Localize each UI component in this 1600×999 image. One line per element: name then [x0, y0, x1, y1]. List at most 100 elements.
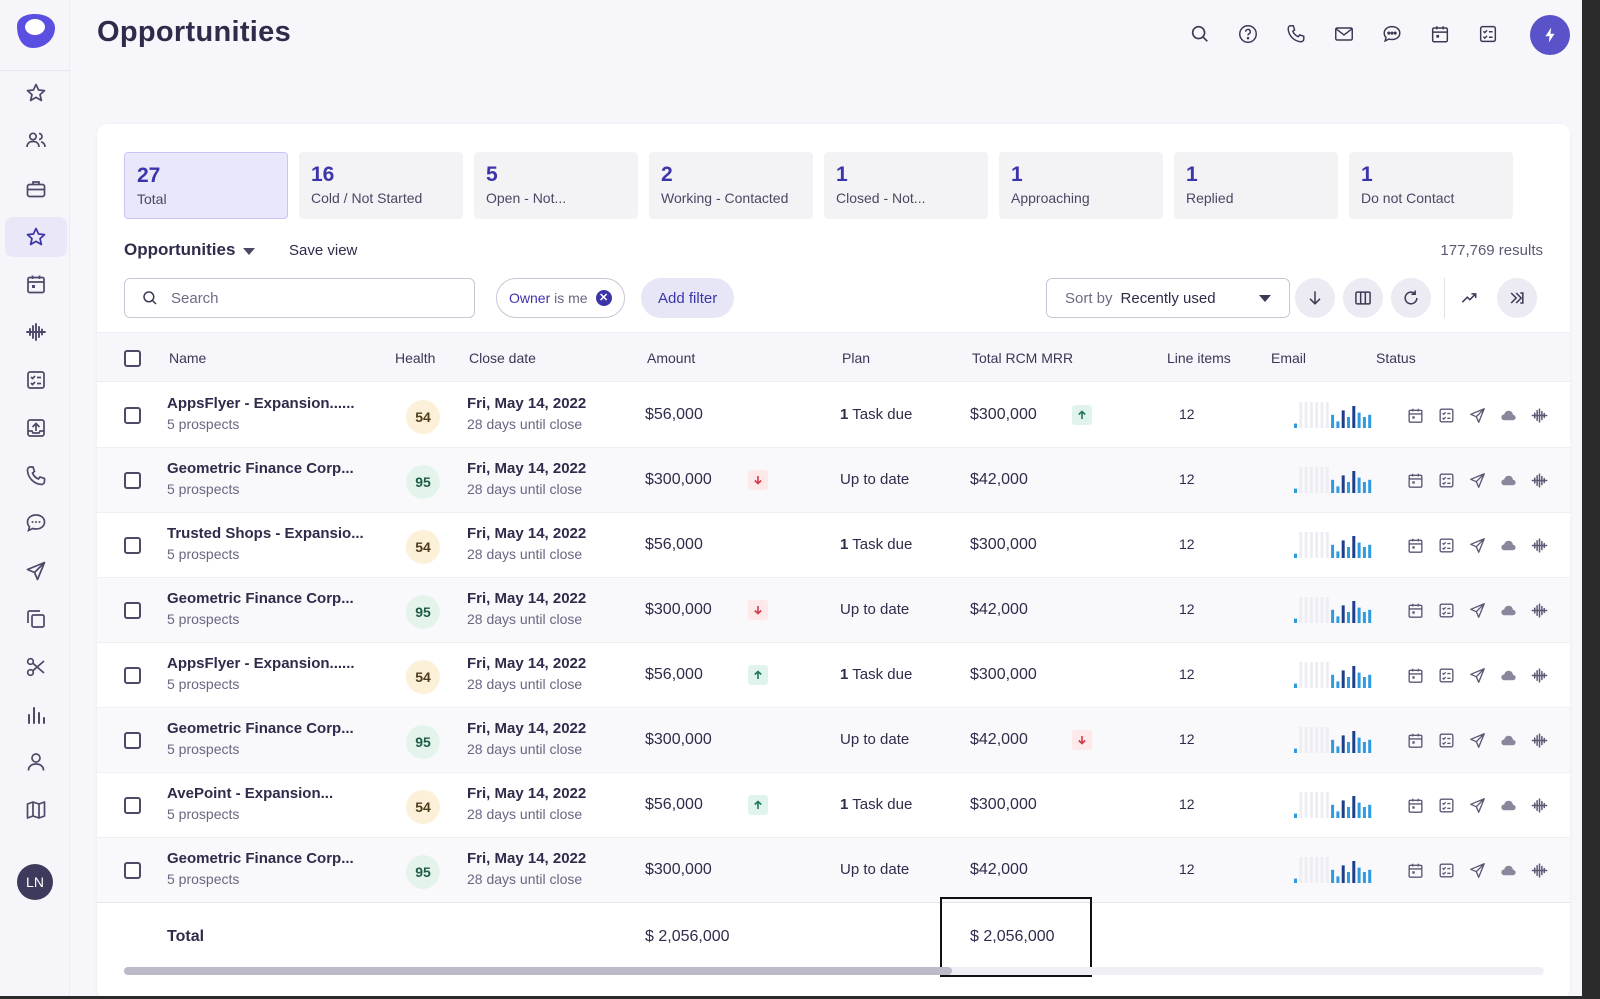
waveform-icon[interactable] — [1530, 861, 1549, 885]
tasks-icon[interactable] — [1437, 406, 1456, 430]
cloud-icon[interactable] — [1499, 861, 1518, 885]
sidebar-item-copy[interactable] — [5, 599, 67, 639]
row-checkbox[interactable] — [124, 667, 141, 684]
tasks-icon[interactable] — [1437, 796, 1456, 820]
calendar-icon[interactable] — [1406, 666, 1425, 690]
table-row[interactable]: Trusted Shops - Expansio... 5 prospects … — [97, 513, 1570, 578]
save-view-button[interactable]: Save view — [289, 242, 358, 259]
cloud-icon[interactable] — [1499, 666, 1518, 690]
column-health[interactable]: Health — [395, 350, 436, 366]
table-row[interactable]: Geometric Finance Corp... 5 prospects 95… — [97, 578, 1570, 643]
waveform-icon[interactable] — [1530, 471, 1549, 495]
stat-tab[interactable]: 1 Replied — [1174, 152, 1338, 219]
opportunity-name[interactable]: Geometric Finance Corp... — [167, 720, 354, 737]
cloud-icon[interactable] — [1499, 471, 1518, 495]
stat-tab[interactable]: 2 Working - Contacted — [649, 152, 813, 219]
send-icon[interactable] — [1468, 536, 1487, 560]
opportunity-name-cell[interactable]: Geometric Finance Corp... 5 prospects — [167, 460, 354, 497]
column-total-rcm-mrr[interactable]: Total RCM MRR — [972, 350, 1074, 366]
table-row[interactable]: AppsFlyer - Expansion...... 5 prospects … — [97, 383, 1570, 448]
stat-tab[interactable]: 1 Do not Contact — [1349, 152, 1513, 219]
tasks-icon[interactable] — [1437, 471, 1456, 495]
opportunity-name[interactable]: Geometric Finance Corp... — [167, 850, 354, 867]
sidebar-item-upload[interactable] — [5, 408, 67, 448]
column-status[interactable]: Status — [1376, 350, 1416, 366]
opportunity-name[interactable]: AppsFlyer - Expansion...... — [167, 655, 355, 672]
opportunity-name[interactable]: Geometric Finance Corp... — [167, 460, 354, 477]
calendar-icon[interactable] — [1406, 601, 1425, 625]
add-filter-button[interactable]: Add filter — [641, 278, 735, 318]
waveform-icon[interactable] — [1530, 666, 1549, 690]
waveform-icon[interactable] — [1530, 536, 1549, 560]
view-selector[interactable]: Opportunities — [124, 240, 256, 260]
sort-select[interactable]: Sort by Recently used — [1046, 278, 1290, 318]
calendar-icon[interactable] — [1406, 731, 1425, 755]
table-row[interactable]: AvePoint - Expansion... 5 prospects 54 F… — [97, 773, 1570, 838]
waveform-icon[interactable] — [1530, 406, 1549, 430]
opportunity-name[interactable]: Trusted Shops - Expansio... — [167, 525, 364, 542]
send-icon[interactable] — [1468, 731, 1487, 755]
table-row[interactable]: Geometric Finance Corp... 5 prospects 95… — [97, 838, 1570, 903]
opportunity-name-cell[interactable]: Geometric Finance Corp... 5 prospects — [167, 590, 354, 627]
table-row[interactable]: Geometric Finance Corp... 5 prospects 95… — [97, 448, 1570, 513]
stat-tab[interactable]: 27 Total — [124, 152, 288, 219]
calendar-icon[interactable] — [1406, 406, 1425, 430]
opportunity-name[interactable]: Geometric Finance Corp... — [167, 590, 354, 607]
stat-tab[interactable]: 5 Open - Not... — [474, 152, 638, 219]
sidebar-item-phone[interactable] — [5, 456, 67, 496]
tasks-icon[interactable] — [1437, 731, 1456, 755]
row-checkbox[interactable] — [124, 537, 141, 554]
send-icon[interactable] — [1468, 406, 1487, 430]
opportunity-name-cell[interactable]: AvePoint - Expansion... 5 prospects — [167, 785, 333, 822]
waveform-icon[interactable] — [1530, 601, 1549, 625]
bolt-button[interactable] — [1530, 15, 1570, 55]
help-icon[interactable] — [1232, 18, 1264, 50]
chat-icon[interactable] — [1376, 18, 1408, 50]
column-name[interactable]: Name — [169, 350, 207, 366]
calendar-icon[interactable] — [1406, 861, 1425, 885]
opportunity-name-cell[interactable]: Geometric Finance Corp... 5 prospects — [167, 850, 354, 887]
opportunity-name-cell[interactable]: AppsFlyer - Expansion...... 5 prospects — [167, 655, 355, 692]
sidebar-item-star[interactable] — [5, 73, 67, 113]
phone-icon[interactable] — [1280, 18, 1312, 50]
select-all-checkbox[interactable] — [124, 350, 141, 367]
sidebar-item-calendar[interactable] — [5, 264, 67, 304]
send-icon[interactable] — [1468, 861, 1487, 885]
cloud-icon[interactable] — [1499, 406, 1518, 430]
row-checkbox[interactable] — [124, 472, 141, 489]
send-icon[interactable] — [1468, 601, 1487, 625]
column-plan[interactable]: Plan — [842, 350, 871, 366]
refresh-button[interactable] — [1391, 278, 1431, 318]
sidebar-item-waveform[interactable] — [5, 312, 67, 352]
calendar-icon[interactable] — [1424, 18, 1456, 50]
table-row[interactable]: Geometric Finance Corp... 5 prospects 95… — [97, 708, 1570, 773]
owner-filter-chip[interactable]: Owner is me ✕ — [496, 278, 625, 318]
cloud-icon[interactable] — [1499, 536, 1518, 560]
stat-tab[interactable]: 16 Cold / Not Started — [299, 152, 463, 219]
tasks-icon[interactable] — [1437, 601, 1456, 625]
row-checkbox[interactable] — [124, 732, 141, 749]
opportunity-name[interactable]: AppsFlyer - Expansion...... — [167, 395, 355, 412]
sidebar-item-chat[interactable] — [5, 503, 67, 543]
row-checkbox[interactable] — [124, 797, 141, 814]
opportunity-name-cell[interactable]: AppsFlyer - Expansion...... 5 prospects — [167, 395, 355, 432]
cloud-icon[interactable] — [1499, 601, 1518, 625]
calendar-icon[interactable] — [1406, 536, 1425, 560]
send-icon[interactable] — [1468, 796, 1487, 820]
table-row[interactable]: AppsFlyer - Expansion...... 5 prospects … — [97, 643, 1570, 708]
sidebar-item-send[interactable] — [5, 551, 67, 591]
app-logo[interactable] — [13, 12, 57, 50]
trend-button[interactable] — [1449, 278, 1489, 318]
sort-direction-button[interactable] — [1295, 278, 1335, 318]
opportunity-name-cell[interactable]: Geometric Finance Corp... 5 prospects — [167, 720, 354, 757]
column-line-items[interactable]: Line items — [1167, 350, 1231, 366]
sidebar-item-people[interactable] — [5, 120, 67, 160]
cloud-icon[interactable] — [1499, 731, 1518, 755]
waveform-icon[interactable] — [1530, 731, 1549, 755]
sidebar-item-briefcase[interactable] — [5, 169, 67, 209]
stat-tab[interactable]: 1 Approaching — [999, 152, 1163, 219]
tasks-icon[interactable] — [1437, 666, 1456, 690]
sidebar-item-bar-chart[interactable] — [5, 695, 67, 735]
opportunity-name-cell[interactable]: Trusted Shops - Expansio... 5 prospects — [167, 525, 364, 562]
sidebar-item-person[interactable] — [5, 742, 67, 782]
